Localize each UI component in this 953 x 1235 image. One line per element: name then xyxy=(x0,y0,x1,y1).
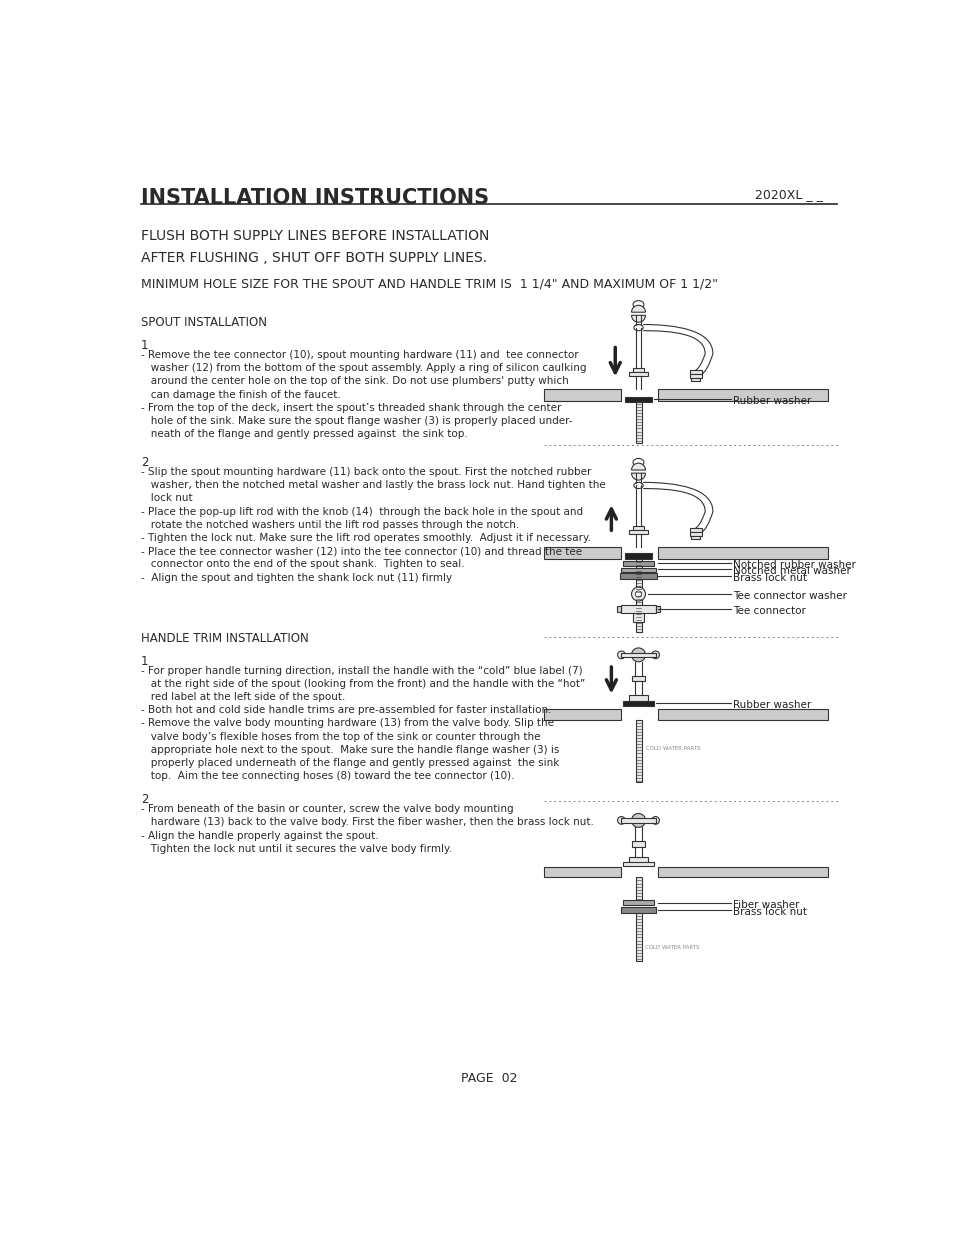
Text: Tee connector washer: Tee connector washer xyxy=(732,592,846,601)
Bar xyxy=(543,389,620,401)
Bar xyxy=(636,877,641,900)
Wedge shape xyxy=(631,305,645,312)
Text: AFTER FLUSHING , SHUT OFF BOTH SUPPLY LINES.: AFTER FLUSHING , SHUT OFF BOTH SUPPLY LI… xyxy=(141,251,487,264)
Bar xyxy=(631,841,645,846)
Bar xyxy=(617,605,620,611)
Bar xyxy=(620,652,655,657)
Text: Notched metal washer: Notched metal washer xyxy=(732,567,850,577)
Text: - Slip the spout mounting hardware (11) back onto the spout. First the notched r: - Slip the spout mounting hardware (11) … xyxy=(141,467,605,583)
Bar xyxy=(629,372,647,377)
Bar xyxy=(636,720,641,782)
Text: COLD WATER PARTS: COLD WATER PARTS xyxy=(645,746,700,751)
Bar xyxy=(631,676,645,680)
Bar xyxy=(655,605,659,611)
Text: Rubber washer: Rubber washer xyxy=(732,700,810,710)
Wedge shape xyxy=(631,315,645,322)
Circle shape xyxy=(631,814,645,827)
Bar xyxy=(691,378,700,380)
Bar xyxy=(543,867,620,877)
Bar xyxy=(629,530,647,534)
Circle shape xyxy=(617,816,624,824)
Bar xyxy=(689,374,701,378)
Text: FLUSH BOTH SUPPLY LINES BEFORE INSTALLATION: FLUSH BOTH SUPPLY LINES BEFORE INSTALLAT… xyxy=(141,228,489,243)
Text: 1: 1 xyxy=(141,655,149,668)
Bar xyxy=(629,695,647,701)
Bar xyxy=(636,558,641,632)
Bar xyxy=(620,906,656,913)
Bar xyxy=(658,867,827,877)
Bar xyxy=(619,573,657,579)
Bar xyxy=(620,605,655,613)
Text: Notched rubber washer: Notched rubber washer xyxy=(732,561,855,571)
Bar xyxy=(633,613,643,621)
Bar xyxy=(636,913,641,961)
Bar xyxy=(658,547,827,558)
Text: COLD WATER PARTS: COLD WATER PARTS xyxy=(644,945,699,950)
Bar xyxy=(689,531,701,536)
Bar xyxy=(689,527,701,531)
Bar xyxy=(658,389,827,401)
Bar xyxy=(622,900,654,905)
Text: 2: 2 xyxy=(141,456,149,469)
Circle shape xyxy=(631,587,645,601)
Bar xyxy=(629,857,647,863)
Bar xyxy=(622,561,654,567)
Circle shape xyxy=(617,651,624,658)
Text: - From beneath of the basin or counter, screw the valve body mounting
   hardwar: - From beneath of the basin or counter, … xyxy=(141,804,593,853)
Text: Tee connector: Tee connector xyxy=(732,605,805,615)
Text: MINIMUM HOLE SIZE FOR THE SPOUT AND HANDLE TRIM IS  1 1/4" AND MAXIMUM OF 1 1/2": MINIMUM HOLE SIZE FOR THE SPOUT AND HAND… xyxy=(141,278,718,290)
Text: HANDLE TRIM INSTALLATION: HANDLE TRIM INSTALLATION xyxy=(141,632,309,645)
Text: INSTALLATION INSTRUCTIONS: INSTALLATION INSTRUCTIONS xyxy=(141,188,489,209)
Text: - Remove the tee connector (10), spout mounting hardware (11) and  tee connector: - Remove the tee connector (10), spout m… xyxy=(141,350,586,440)
Bar xyxy=(622,862,654,866)
Text: SPOUT INSTALLATION: SPOUT INSTALLATION xyxy=(141,316,267,329)
Bar xyxy=(633,368,643,372)
Text: 2020XL _ _: 2020XL _ _ xyxy=(754,188,821,201)
Text: Fiber washer: Fiber washer xyxy=(732,900,799,910)
Text: 2: 2 xyxy=(141,793,149,806)
Bar xyxy=(624,553,652,558)
Circle shape xyxy=(651,816,659,824)
Bar xyxy=(543,547,620,558)
Bar xyxy=(620,818,655,823)
Bar xyxy=(636,401,641,443)
Text: PAGE  02: PAGE 02 xyxy=(460,1072,517,1086)
Bar xyxy=(622,701,654,706)
Bar xyxy=(620,568,655,572)
Bar xyxy=(624,396,652,401)
Bar xyxy=(543,709,620,720)
Text: 1: 1 xyxy=(141,340,149,352)
Bar xyxy=(689,370,701,374)
Text: Rubber washer: Rubber washer xyxy=(732,396,810,406)
Circle shape xyxy=(631,648,645,662)
Text: Brass lock nut: Brass lock nut xyxy=(732,573,806,583)
Wedge shape xyxy=(631,463,645,471)
Text: - For proper handle turning direction, install the handle with the “cold” blue l: - For proper handle turning direction, i… xyxy=(141,666,584,782)
Circle shape xyxy=(635,592,641,597)
Circle shape xyxy=(651,651,659,658)
Bar xyxy=(691,536,700,538)
Bar xyxy=(633,526,643,530)
Text: Brass lock nut: Brass lock nut xyxy=(732,906,806,916)
Wedge shape xyxy=(631,473,645,480)
Bar xyxy=(658,709,827,720)
